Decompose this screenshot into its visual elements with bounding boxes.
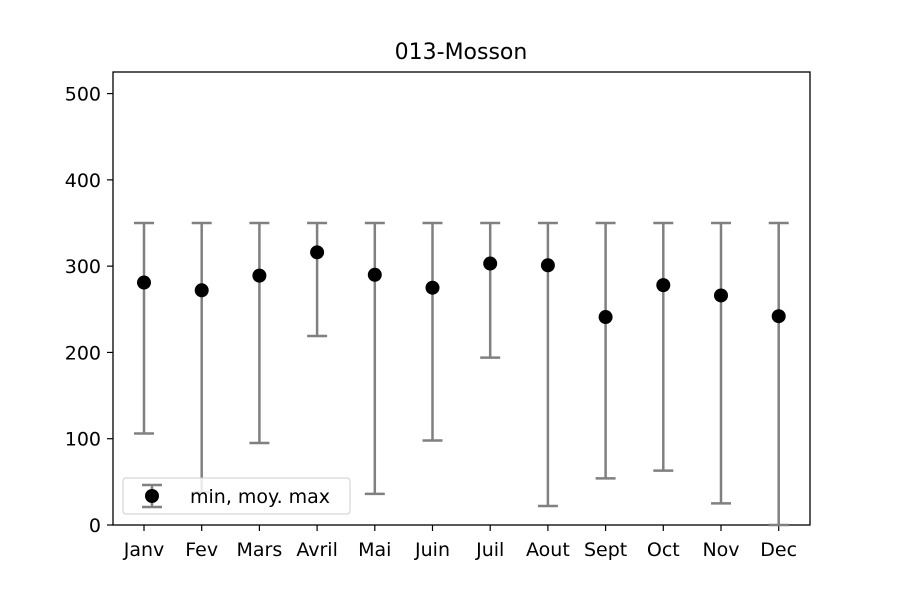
mean-point: [137, 275, 151, 290]
mean-point: [252, 268, 267, 283]
plot-marks: [134, 221, 789, 527]
y-tick-label: 400: [65, 170, 101, 192]
mean-point: [598, 310, 613, 325]
x-tick-label: Sept: [584, 539, 627, 561]
x-tick-label: Oct: [647, 539, 680, 561]
mean-point: [483, 256, 498, 271]
x-tick-label: Juil: [475, 539, 504, 561]
y-tick-label: 0: [89, 515, 101, 537]
y-tick-label: 300: [65, 256, 101, 278]
legend-box: [122, 477, 351, 515]
x-tick-label: Mars: [237, 539, 283, 561]
x-tick-label: Juin: [414, 539, 450, 561]
x-tick-label: Mai: [358, 539, 391, 561]
x-tick-label: Fev: [185, 539, 218, 561]
mean-point: [194, 283, 209, 298]
y-tick-label: 200: [65, 342, 101, 364]
mean-point: [714, 288, 728, 303]
mean-point: [310, 245, 325, 260]
x-tick-label: Avril: [296, 539, 338, 561]
mean-point: [367, 267, 382, 282]
x-tick-label: Nov: [702, 539, 739, 561]
plot-frame: [112, 71, 811, 526]
x-tick-label: Aout: [526, 539, 570, 561]
mean-point: [656, 278, 671, 293]
axes: 0 100 200 300 400 500 Janv Fev Mars Avril Mai Juin J…: [65, 71, 811, 561]
mean-point: [540, 258, 555, 273]
mean-point: [425, 280, 440, 295]
y-tick-label: 500: [65, 84, 101, 106]
x-tick-label: Dec: [760, 539, 797, 561]
chart-title: 013-Mosson: [395, 40, 528, 65]
x-tick-label: Janv: [123, 539, 165, 561]
legend-marker: [145, 489, 159, 503]
mean-point: [771, 309, 786, 324]
y-tick-label: 100: [65, 429, 101, 451]
legend: min, moy. max: [122, 477, 351, 515]
legend-label: min, moy. max: [190, 486, 330, 508]
